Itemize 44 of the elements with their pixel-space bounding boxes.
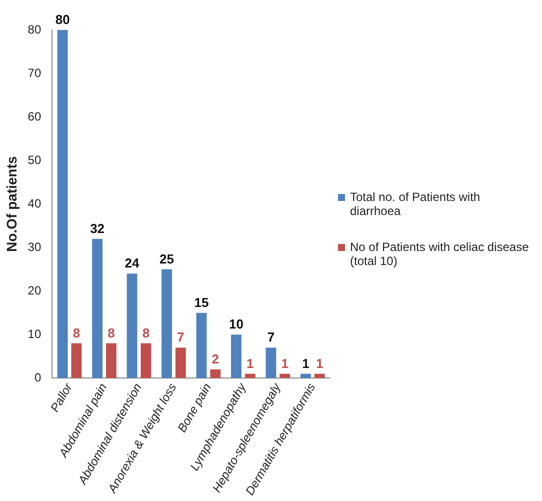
data-label: 80 — [55, 12, 70, 28]
bar — [175, 348, 186, 378]
data-label: 15 — [194, 294, 209, 310]
data-label: 32 — [90, 220, 105, 236]
bar — [280, 374, 290, 378]
bar — [140, 343, 152, 378]
bar — [126, 274, 138, 378]
legend-label: No of Patients with celiac disease (total 10) — [350, 240, 530, 268]
data-label: 8 — [108, 325, 115, 340]
y-tick-label: 0 — [34, 370, 42, 384]
bar — [196, 312, 207, 378]
data-label: 1 — [316, 356, 324, 371]
data-label: 8 — [142, 325, 150, 340]
y-tick-label: 10 — [28, 326, 42, 341]
legend-label: Total no. of Patients with diarrhoea — [350, 190, 482, 218]
data-label: 1 — [281, 356, 288, 371]
bar — [300, 374, 311, 378]
bar — [314, 374, 325, 378]
data-label: 25 — [160, 251, 174, 266]
data-label: 7 — [177, 330, 184, 345]
data-label: 1 — [302, 356, 310, 371]
bar — [71, 343, 82, 378]
y-tick-label: 40 — [28, 196, 42, 210]
bar — [106, 343, 116, 378]
y-axis-title: No.Of patients — [3, 156, 20, 252]
y-tick-label: 30 — [28, 240, 42, 254]
bar — [57, 30, 68, 378]
data-label: 10 — [228, 316, 244, 332]
y-tick-label: 50 — [28, 152, 42, 167]
data-label: 1 — [246, 356, 254, 371]
data-label: 24 — [124, 256, 140, 271]
y-tick-label: 60 — [28, 109, 42, 124]
bar — [266, 348, 276, 378]
bar — [210, 369, 221, 378]
data-label: 2 — [212, 351, 220, 366]
data-label: 8 — [72, 325, 80, 340]
bar — [244, 374, 256, 378]
bar — [92, 238, 103, 378]
data-label: 7 — [267, 330, 275, 345]
y-tick-label: 70 — [28, 66, 42, 80]
y-tick-label: 80 — [28, 22, 42, 36]
bar — [231, 334, 242, 378]
y-tick-label: 20 — [28, 283, 42, 298]
bar — [162, 269, 172, 378]
